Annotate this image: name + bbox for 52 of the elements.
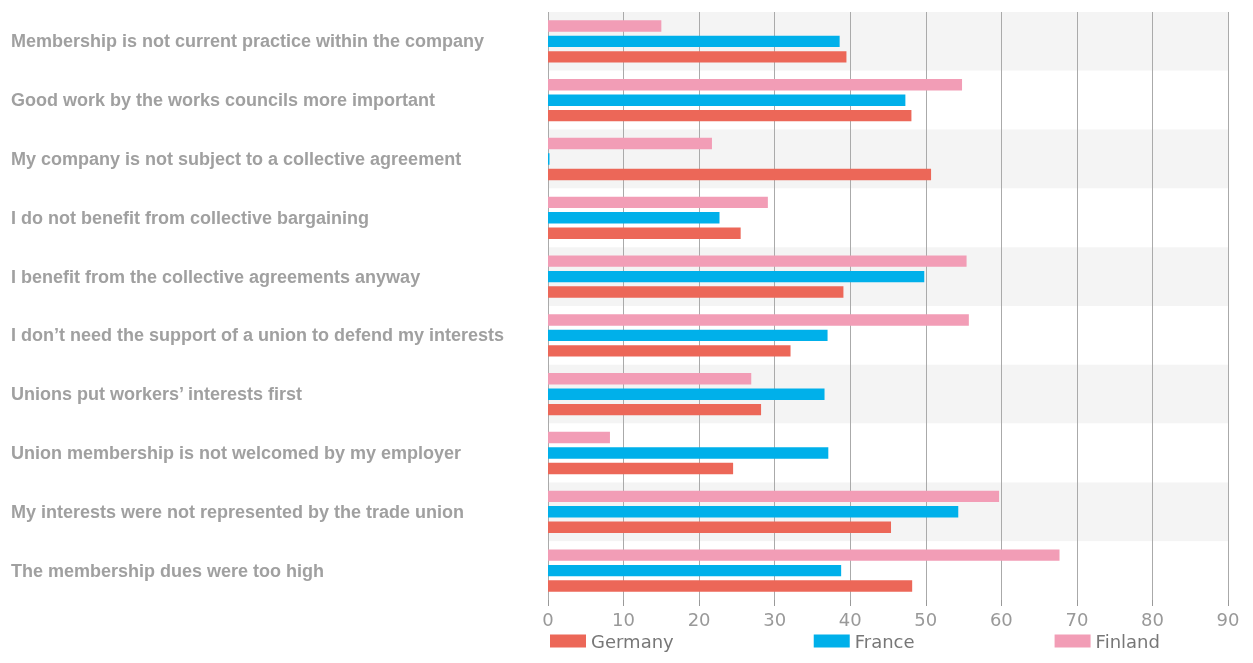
- bar: [548, 286, 844, 298]
- bar: [548, 94, 906, 106]
- y-tick-label: My interests were not represented by the trade union: [11, 501, 465, 522]
- bar: [548, 403, 762, 416]
- bar: [548, 196, 768, 209]
- bar: [548, 255, 967, 267]
- bar: [548, 20, 662, 32]
- bar: [548, 521, 892, 533]
- bar: [548, 212, 720, 224]
- legend-label: Germany: [591, 630, 675, 652]
- x-tick-label: 20: [687, 608, 711, 630]
- bar: [548, 227, 741, 239]
- bar: [548, 270, 925, 283]
- bar: [548, 506, 959, 518]
- x-tick-label: 40: [838, 608, 862, 630]
- bar: [548, 109, 912, 122]
- y-tick-label: The membership dues were too high: [11, 560, 325, 581]
- bar: [548, 79, 963, 91]
- x-tick-label: 70: [1065, 608, 1089, 630]
- bar: [548, 373, 752, 385]
- y-tick-label: I benefit from the collective agreements anyway: [11, 266, 421, 287]
- bar: [548, 388, 825, 400]
- y-tick-label: Membership is not current practice within the company: [11, 31, 485, 52]
- x-tick-label: 60: [989, 608, 1013, 630]
- y-tick-label: Unions put workers’ interests first: [11, 384, 303, 405]
- x-tick-label: 50: [914, 608, 938, 630]
- x-tick-label: 80: [1140, 608, 1164, 630]
- bar: [548, 314, 969, 326]
- y-tick-label: Union membership is not welcomed by my employer: [11, 443, 462, 463]
- y-tick-label: Good work by the works councils more important: [11, 90, 436, 111]
- bar: [548, 35, 840, 48]
- bar: [548, 345, 791, 357]
- bar: [548, 462, 734, 475]
- legend-label: Finland: [1095, 630, 1160, 652]
- bar: [548, 137, 712, 150]
- x-tick-label: 90: [1216, 608, 1240, 630]
- legend-label: France: [854, 630, 915, 652]
- bar: [548, 329, 828, 342]
- bar: [548, 580, 913, 592]
- bar: [548, 51, 847, 63]
- y-tick-label: I don’t need the support of a union to defend my interests: [11, 325, 505, 346]
- x-tick-label: 30: [763, 608, 787, 630]
- bar: [548, 549, 1060, 561]
- y-tick-label: My company is not subject to a collective agreement: [11, 149, 462, 169]
- bar: [548, 431, 610, 444]
- x-tick-label: 0: [542, 608, 554, 630]
- bar: [548, 490, 1000, 503]
- bar: [548, 564, 842, 577]
- bar: [548, 168, 932, 181]
- bar: [548, 447, 829, 459]
- y-tick-label: I do not benefit from collective bargaining: [11, 207, 370, 228]
- x-tick-label: 10: [612, 608, 636, 630]
